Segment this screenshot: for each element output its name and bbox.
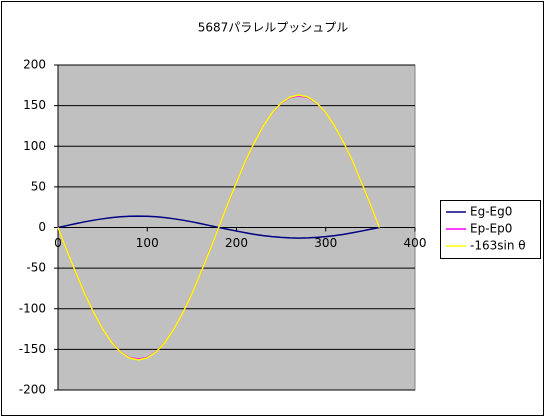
x-tick-label: 400: [404, 236, 427, 250]
x-tick-label: 0: [54, 236, 62, 250]
y-tick-label: 50: [31, 179, 46, 193]
y-tick-label: 0: [38, 220, 46, 234]
x-tick-label: 100: [136, 236, 159, 250]
series-line: [57, 94, 380, 361]
y-tick-label: 200: [23, 58, 46, 72]
y-tick-label: -50: [26, 261, 46, 275]
y-tick-label: 150: [23, 98, 46, 112]
y-tick-label: 100: [23, 139, 46, 153]
x-tick-label: 300: [314, 236, 337, 250]
y-tick-label: -100: [19, 301, 46, 315]
legend-label: -163sin θ: [470, 239, 526, 253]
y-tick-label: -150: [19, 342, 46, 356]
legend-label: Ep-Ep0: [470, 222, 512, 236]
chart-title: 5687パラレルプッシュプル: [198, 21, 349, 35]
x-tick-label: 200: [225, 236, 248, 250]
y-tick-label: -200: [19, 383, 46, 397]
legend-label: Eg-Eg0: [470, 205, 512, 219]
